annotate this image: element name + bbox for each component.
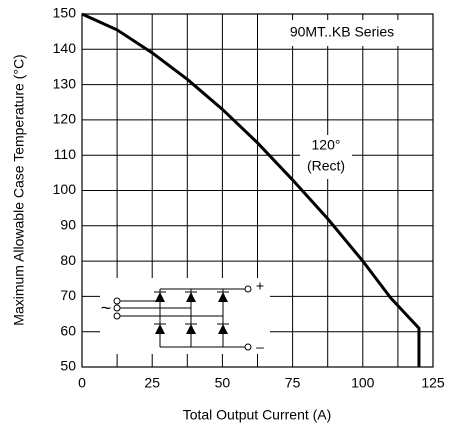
y-tick-label: 70 [60,287,76,303]
y-tick-label: 60 [60,322,76,338]
grid: 50 60 70 80 90 100 110 120 130 140 150 0 25 50 75 100 12… [53,5,445,391]
y-tick-label: 120 [53,111,77,127]
y-tick-label: 140 [53,40,77,56]
x-tick-label: 100 [351,375,375,391]
terminal [244,285,252,293]
diode [186,324,196,334]
diode [155,292,165,302]
y-tick-label: 130 [53,75,77,91]
curve [81,12,421,367]
plus-label: + [256,278,264,294]
curve-annotation: (Rect) [307,158,345,174]
y-tick-label: 90 [60,217,76,233]
x-tick-label: 125 [421,375,445,391]
bridge-circuit: + ~ – [100,278,270,355]
minus-label: – [256,339,264,355]
terminal [244,343,252,351]
y-axis-label: Maximum Allowable Case Temperature (°C) [11,54,27,325]
series-annotation: 90MT..KB Series [290,24,394,40]
ac-label: ~ [101,298,112,318]
label-bg [300,135,352,179]
y-tick-label: 50 [60,358,76,374]
diode [218,324,228,334]
terminal [113,297,121,305]
curve-annotation: 120° [312,137,341,153]
diodes [154,291,229,334]
y-tick-label: 100 [53,181,77,197]
x-tick-label: 75 [285,375,301,391]
diode [218,292,228,302]
x-tick-label: 0 [78,375,86,391]
x-axis-label: Total Output Current (A) [183,407,332,423]
diode [186,292,196,302]
terminal [113,304,121,312]
label-bg [263,20,423,46]
y-tick-label: 150 [53,5,77,21]
x-tick-label: 50 [215,375,231,391]
x-tick-label: 25 [144,375,160,391]
diode [155,324,165,334]
y-tick-label: 80 [60,252,76,268]
terminal [113,312,121,320]
y-tick-label: 110 [54,146,77,162]
